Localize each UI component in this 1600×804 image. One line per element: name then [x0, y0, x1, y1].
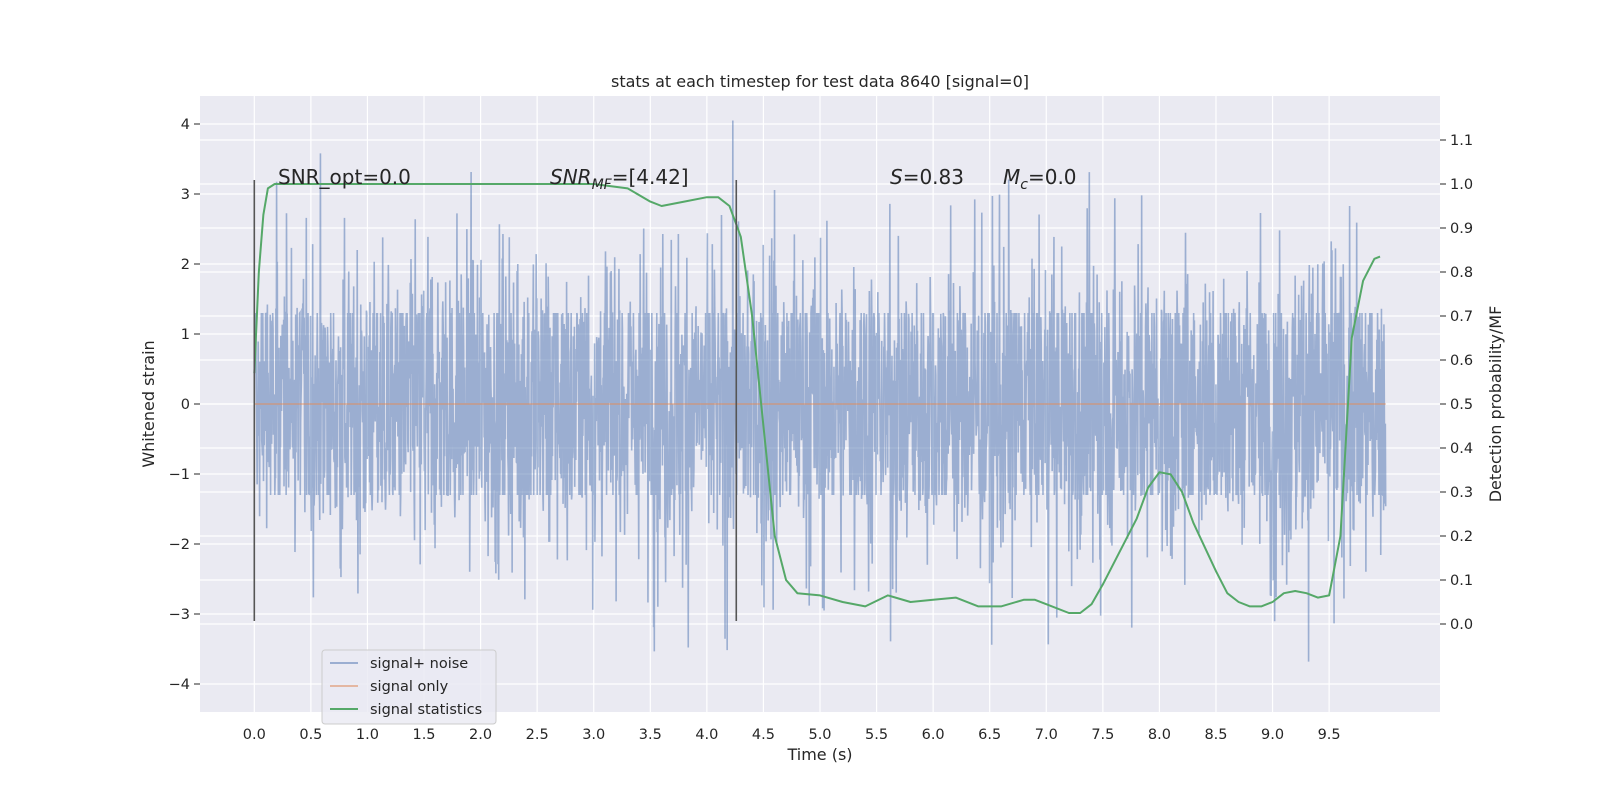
x-tick-label: 8.0: [1148, 727, 1171, 743]
mc-symbol: M: [1003, 165, 1020, 189]
legend-box: [321, 649, 497, 725]
y-right-tick-label: 0.1: [1450, 573, 1473, 589]
legend-label-signal-noise: signal+ noise: [370, 656, 468, 672]
legend-label-signal-statistics: signal statistics: [370, 702, 482, 718]
y-right-tick-label: 0.9: [1450, 221, 1473, 237]
y-left-tick-label: −1: [169, 467, 190, 483]
snr-mf-annotation: SNRMF=[4.42]: [550, 165, 689, 193]
y-right-tick-label: 0.0: [1450, 617, 1473, 633]
chart-title: stats at each timestep for test data 864…: [611, 72, 1029, 91]
y-right-tick-label: 0.5: [1450, 397, 1473, 413]
y-right-tick-label: 1.1: [1450, 133, 1473, 149]
x-tick-label: 5.5: [865, 727, 888, 743]
y-right-tick-label: 1.0: [1450, 177, 1473, 193]
x-tick-label: 6.0: [922, 727, 945, 743]
signal-plus-noise-trace: [253, 120, 1387, 662]
x-tick-label: 1.5: [412, 727, 435, 743]
mc-annotation: Mc=0.0: [1003, 165, 1077, 193]
y-left-tick-label: 4: [181, 117, 190, 133]
snr-opt-annotation: SNR_opt=0.0: [278, 165, 411, 189]
y-left-tick-label: −3: [169, 607, 190, 623]
x-tick-label: 0.0: [243, 727, 266, 743]
x-tick-label: 4.0: [695, 727, 718, 743]
x-tick-label: 3.0: [582, 727, 605, 743]
s-symbol: S: [890, 165, 903, 189]
y-right-tick-label: 0.6: [1450, 353, 1473, 369]
y-left-tick-label: −4: [169, 677, 190, 693]
x-tick-label: 4.5: [752, 727, 775, 743]
x-tick-label: 1.0: [356, 727, 379, 743]
s-value: =0.83: [903, 165, 964, 189]
signal-noise-line: [253, 120, 1387, 662]
y-right-tick-label: 0.8: [1450, 265, 1473, 281]
legend-label-signal-only: signal only: [370, 679, 449, 695]
vertical-markers: [253, 180, 738, 621]
x-tick-label: 7.0: [1035, 727, 1058, 743]
x-tick-label: 6.5: [978, 727, 1001, 743]
x-tick-label: 0.5: [299, 727, 322, 743]
x-tick-label: 7.5: [1091, 727, 1114, 743]
y-axis-left-label: Whitened strain: [139, 340, 158, 467]
signal-statistics-line: [253, 183, 1381, 614]
y-right-tick-label: 0.2: [1450, 529, 1473, 545]
y-left-tick-label: −2: [169, 537, 190, 553]
tick-labels: 0.0 0.5 1.0 1.5 2.0 2.5 3.0 3.5 4.0 4.5 5.0 5.5 6.0 6…: [169, 117, 1473, 743]
series-layer: [253, 183, 1386, 614]
s-annotation: S=0.83: [890, 165, 964, 189]
snr-mf-value: =[4.42]: [612, 165, 689, 189]
snr-mf-subscript: MF: [592, 177, 613, 193]
legend: signal+ noise signal only signal statist…: [321, 649, 497, 725]
y-left-tick-label: 3: [181, 187, 190, 203]
x-tick-label: 8.5: [1204, 727, 1227, 743]
y-left-tick-label: 2: [181, 257, 190, 273]
y-right-tick-label: 0.7: [1450, 309, 1473, 325]
y-right-tick-label: 0.4: [1450, 441, 1473, 457]
x-tick-label: 2.0: [469, 727, 492, 743]
mc-subscript: c: [1020, 177, 1028, 193]
x-tick-label: 9.0: [1261, 727, 1284, 743]
y-axis-right-label: Detection probability/MF: [1486, 306, 1505, 503]
x-axis-label: Time (s): [786, 745, 852, 764]
x-tick-label: 5.0: [808, 727, 831, 743]
y-left-tick-label: 1: [181, 327, 190, 343]
x-tick-label: 2.5: [526, 727, 549, 743]
x-tick-label: 3.5: [639, 727, 662, 743]
y-left-tick-label: 0: [181, 397, 190, 413]
x-tick-label: 9.5: [1318, 727, 1341, 743]
mc-value: =0.0: [1028, 165, 1077, 189]
y-right-tick-label: 0.3: [1450, 485, 1473, 501]
snr-mf-symbol: SNR: [550, 165, 592, 189]
